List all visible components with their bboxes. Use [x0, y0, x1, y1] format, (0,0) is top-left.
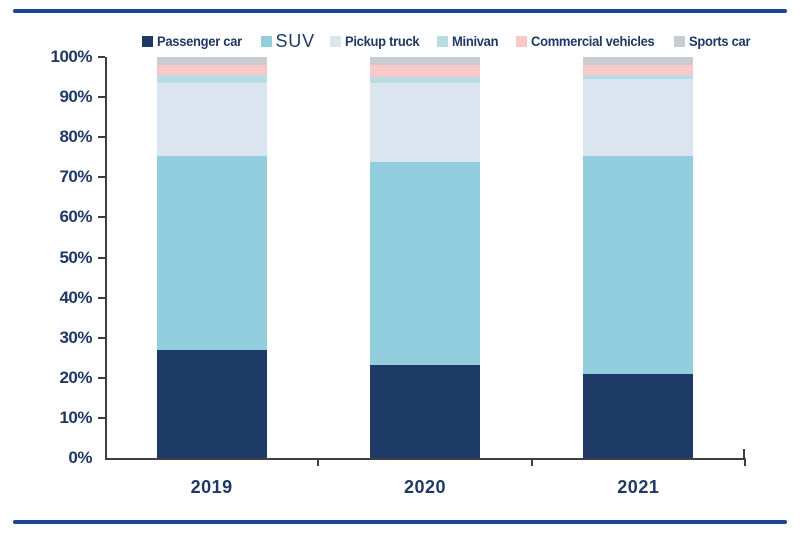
- bar-segment-2020-suv: [369, 162, 480, 365]
- bar-segment-2019-commercial-vehicles: [156, 65, 267, 76]
- bar-segment-2021-suv: [583, 156, 694, 374]
- legend-item-sports-car: Sports car: [674, 34, 753, 49]
- legend-item-commercial-vehicles: Commercial vehicles: [515, 33, 660, 49]
- bar-cell-2021: [532, 57, 745, 458]
- y-tick-mark-20: [98, 376, 105, 379]
- y-tick-mark-90: [98, 96, 105, 99]
- bar-segment-2019-pickup-truck: [156, 83, 267, 157]
- y-tick-mark-60: [98, 216, 105, 219]
- y-tick-label-20: 20%: [59, 367, 92, 387]
- y-tick-label-30: 30%: [59, 327, 92, 347]
- legend-swatch-commercial-vehicles: [515, 35, 527, 47]
- legend-label-sports-car: Sports car: [689, 33, 751, 49]
- bar-segment-2021-commercial-vehicles: [583, 65, 694, 76]
- y-tick-mark-40: [98, 296, 105, 299]
- plot-area: [98, 56, 746, 466]
- x-axis-labels: 2019 2020 2021: [105, 477, 745, 498]
- top-accent-rule: [13, 9, 787, 13]
- y-tick-label-100: 100%: [50, 47, 93, 66]
- y-tick-label-60: 60%: [59, 207, 92, 227]
- bar-segment-2020-commercial-vehicles: [369, 65, 480, 78]
- bottom-accent-rule: [13, 520, 787, 524]
- y-tick-label-50: 50%: [59, 247, 92, 267]
- legend-swatch-sports-car: [674, 35, 686, 47]
- y-tick-mark-10: [98, 416, 105, 419]
- y-tick-mark-100: [98, 56, 105, 58]
- bar-segment-2019-minivan: [156, 75, 267, 84]
- y-tick-label-10: 10%: [59, 407, 92, 427]
- y-tick-label-90: 90%: [59, 87, 92, 107]
- bar-segment-2021-sports-car: [583, 57, 694, 66]
- x-tick-mark-2: [530, 458, 533, 466]
- stacked-bar-2019: [156, 57, 267, 458]
- legend-swatch-minivan: [437, 35, 449, 47]
- legend-swatch-pickup-truck: [329, 35, 341, 47]
- legend-label-minivan: Minivan: [452, 33, 499, 49]
- y-tick-label-0: 0%: [68, 448, 92, 467]
- y-tick-mark-70: [98, 176, 105, 179]
- bar-segment-2019-suv: [156, 156, 267, 350]
- y-tick-mark-30: [98, 336, 105, 339]
- x-label-2020: 2020: [403, 477, 447, 497]
- legend-label-commercial-vehicles: Commercial vehicles: [530, 33, 655, 49]
- y-axis-labels: 100% 90% 80% 70% 60% 50% 40% 30% 20% 10% 0%: [0, 47, 93, 467]
- bar-segment-2020-minivan: [369, 77, 480, 84]
- bar-segment-2020-passenger-car: [369, 364, 480, 458]
- x-tick-mark-1: [317, 458, 320, 466]
- stacked-bar-2021: [583, 57, 694, 458]
- legend-item-pickup-truck: Pickup truck: [329, 33, 422, 49]
- legend-swatch-suv: [260, 35, 272, 47]
- y-axis-line: [105, 57, 107, 458]
- y-tick-label-80: 80%: [59, 127, 92, 147]
- bar-segment-2020-pickup-truck: [369, 83, 480, 163]
- legend-swatch-passenger-car: [142, 35, 154, 47]
- y-tick-mark-80: [98, 136, 105, 139]
- bar-segment-2021-pickup-truck: [583, 79, 694, 157]
- bar-cell-2019: [105, 57, 318, 458]
- bar-cell-2020: [318, 57, 531, 458]
- x-tick-mark-3: [744, 458, 746, 466]
- legend-label-suv: SUV: [275, 30, 315, 51]
- legend-label-pickup-truck: Pickup truck: [344, 33, 420, 49]
- legend-item-suv: SUV: [260, 30, 315, 52]
- bar-segment-2021-passenger-car: [583, 373, 694, 458]
- bars-row: [105, 57, 745, 458]
- y-tick-mark-50: [98, 256, 105, 259]
- bar-segment-2019-passenger-car: [156, 349, 267, 458]
- x-label-2021: 2021: [617, 477, 660, 497]
- legend-item-passenger-car: Passenger car: [142, 34, 245, 49]
- x-axis-end-tick: [743, 449, 745, 458]
- y-tick-label-40: 40%: [59, 287, 92, 307]
- bar-segment-2019-sports-car: [156, 57, 267, 66]
- stacked-bar-2020: [369, 57, 480, 458]
- bar-segment-2020-sports-car: [369, 57, 480, 66]
- x-axis-line: [105, 458, 745, 460]
- bar-segment-2021-minivan: [583, 75, 694, 80]
- x-label-2019: 2019: [190, 477, 233, 497]
- y-tick-label-70: 70%: [59, 167, 92, 187]
- legend-item-minivan: Minivan: [437, 34, 500, 49]
- chart-legend: Passenger car SUV Pickup truck Minivan Comme…: [110, 29, 785, 53]
- legend-label-passenger-car: Passenger car: [157, 33, 242, 49]
